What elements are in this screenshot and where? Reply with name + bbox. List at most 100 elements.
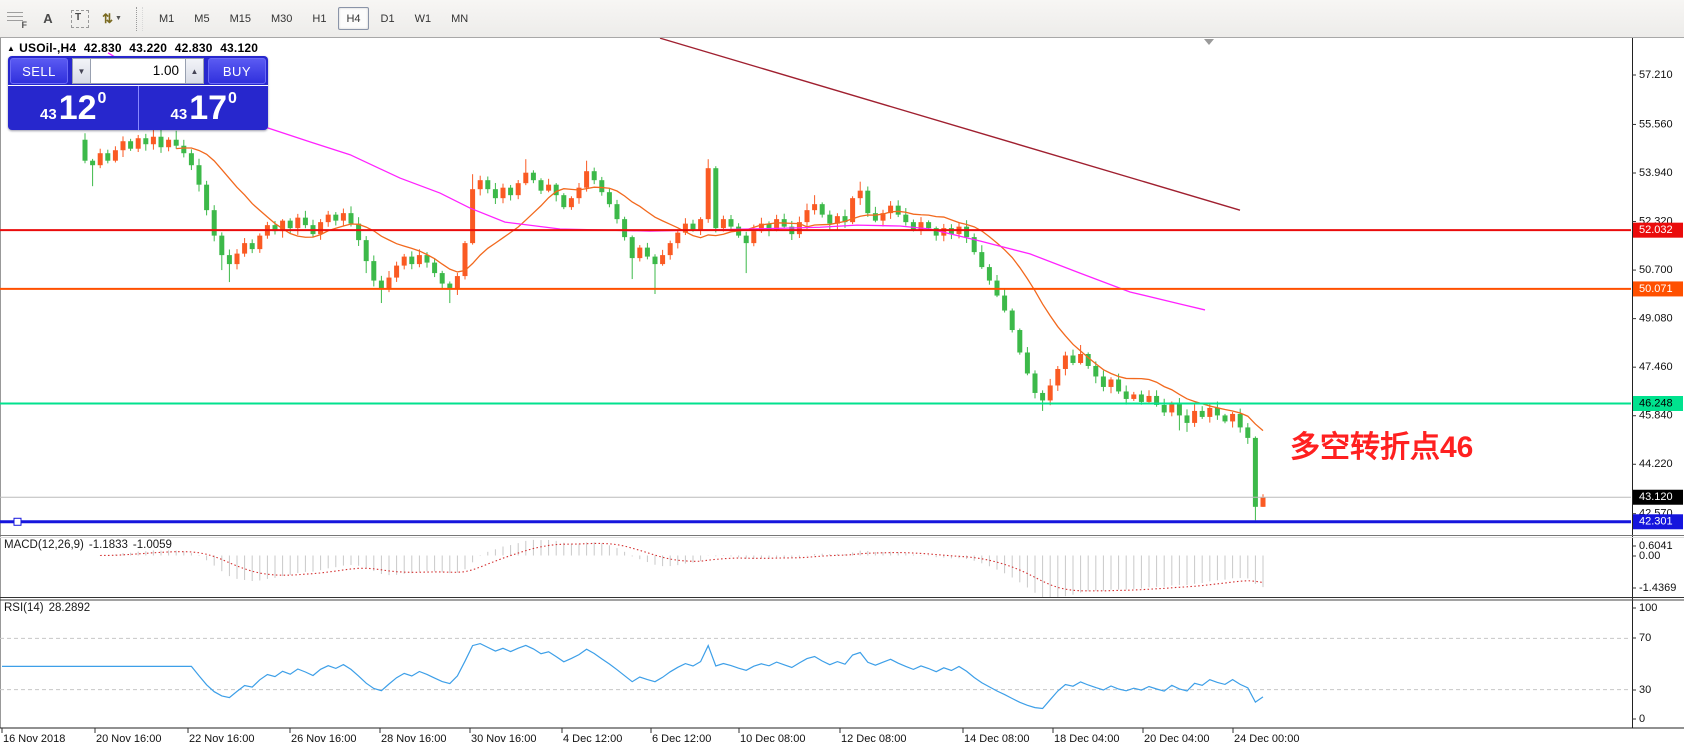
- time-tick-label: 14 Dec 08:00: [964, 733, 1029, 745]
- time-tick-label: 26 Nov 16:00: [291, 733, 356, 745]
- candle-body: [591, 171, 597, 181]
- tf-button-w1[interactable]: W1: [414, 12, 432, 25]
- volume-input[interactable]: 1.00: [91, 58, 185, 84]
- time-tick-label: 20 Dec 04:00: [1144, 733, 1209, 745]
- candle-body: [356, 223, 362, 241]
- candle-body: [903, 214, 909, 223]
- buy-button[interactable]: BUY: [208, 58, 266, 84]
- one-click-trading-widget: SELL ▼ 1.00 ▲ BUY 43 12 0 43 17 0: [8, 56, 268, 130]
- sell-price-prefix: 43: [40, 106, 57, 123]
- tf-button-m5[interactable]: M5: [194, 12, 210, 25]
- tf-button-d1[interactable]: D1: [380, 12, 395, 25]
- candle-body: [143, 138, 149, 145]
- candle-body: [1131, 394, 1137, 399]
- candle-body: [394, 265, 400, 278]
- candle-body: [561, 195, 567, 208]
- arrows-icon: ⇅: [102, 10, 113, 26]
- price-tick-label: 55.560: [1639, 118, 1673, 130]
- candle-body: [302, 217, 308, 226]
- candle-body: [242, 243, 248, 254]
- candle-body: [409, 256, 415, 265]
- candle-body: [97, 153, 103, 166]
- ma-lines: [107, 52, 1264, 432]
- rsi-line: [2, 642, 1264, 710]
- candle-body: [204, 184, 210, 211]
- expert-grid-button[interactable]: F: [3, 6, 29, 32]
- candle-body: [644, 247, 650, 257]
- candles-layer: [82, 127, 1266, 521]
- text-tool-icon: T: [71, 9, 89, 28]
- tf-button-m30[interactable]: M30: [270, 12, 293, 25]
- candle-body: [652, 256, 658, 265]
- ohlc-info-line: ▲ USOil-,H4 42.830 43.220 42.830 43.120: [7, 41, 262, 55]
- candle-body: [135, 138, 141, 149]
- candle-body: [774, 219, 780, 230]
- candle-body: [614, 204, 620, 220]
- candle-body: [1260, 497, 1266, 507]
- candle-body: [1040, 392, 1046, 401]
- candle-body: [758, 223, 764, 232]
- candle-body: [150, 136, 156, 145]
- candle-body: [454, 276, 460, 290]
- volume-increase-button[interactable]: ▲: [185, 58, 204, 84]
- tf-button-h4[interactable]: H4: [338, 7, 369, 30]
- sell-button[interactable]: SELL: [10, 58, 68, 84]
- candle-body: [819, 204, 825, 215]
- candle-body: [1032, 373, 1038, 393]
- chart-text-annotation: 多空转折点46: [1290, 431, 1474, 464]
- candle-body: [895, 205, 901, 215]
- dropdown-caret-icon: ▼: [114, 15, 122, 22]
- candle-body: [713, 168, 719, 229]
- candle-body: [720, 219, 726, 229]
- candle-body: [424, 255, 430, 263]
- candle-body: [333, 214, 339, 221]
- tf-button-mn[interactable]: MN: [451, 12, 469, 25]
- tf-button-m1[interactable]: M1: [159, 12, 175, 25]
- time-tick-label: 20 Nov 16:00: [96, 733, 161, 745]
- rsi-axis-label: 30: [1639, 684, 1651, 696]
- candle-body: [1093, 365, 1099, 377]
- text-label-button[interactable]: A: [35, 6, 61, 32]
- candle-body: [606, 192, 612, 205]
- candle-body: [1085, 353, 1091, 366]
- buy-price-display[interactable]: 43 17 0: [137, 86, 269, 130]
- candle-body: [523, 172, 529, 184]
- candle-body: [485, 180, 491, 190]
- candle-body: [546, 184, 552, 191]
- sell-price-display[interactable]: 43 12 0: [8, 86, 138, 130]
- ma-slow-line: [107, 52, 1206, 311]
- candle-body: [743, 235, 749, 244]
- candle-body: [249, 243, 255, 250]
- candle-body: [705, 168, 711, 220]
- macd-axis-label: -1.4369: [1639, 582, 1676, 594]
- price-badge-label: 52.032: [1639, 224, 1673, 236]
- candle-body: [1230, 413, 1236, 422]
- macd-axis-label: 0.00: [1639, 550, 1660, 562]
- text-box-button[interactable]: T: [67, 6, 93, 32]
- hline-handle[interactable]: [13, 517, 22, 526]
- candle-body: [234, 253, 240, 265]
- candle-body: [1252, 437, 1258, 507]
- candle-body: [1024, 352, 1030, 374]
- candle-body: [865, 190, 871, 214]
- arrows-tool-button[interactable]: ⇅ ▼: [99, 6, 125, 32]
- volume-decrease-button[interactable]: ▼: [72, 58, 91, 84]
- price-tick-label: 47.460: [1639, 361, 1673, 373]
- candle-body: [166, 139, 172, 148]
- candle-body: [325, 214, 331, 223]
- candle-body: [363, 240, 369, 262]
- tf-button-m15[interactable]: M15: [229, 12, 251, 25]
- candle-body: [386, 277, 392, 290]
- symbol-collapse-icon[interactable]: ▲: [7, 44, 16, 53]
- candle-body: [219, 235, 225, 256]
- tf-button-h1[interactable]: H1: [312, 12, 327, 25]
- candle-body: [492, 189, 498, 199]
- candle-body: [211, 210, 217, 236]
- time-tick-label: 30 Nov 16:00: [471, 733, 536, 745]
- candle-body: [1123, 391, 1129, 399]
- candle-body: [888, 205, 894, 214]
- candle-body: [1055, 368, 1061, 386]
- candle-body: [622, 219, 628, 238]
- candle-body: [698, 219, 704, 230]
- chart-shift: [1204, 39, 1214, 45]
